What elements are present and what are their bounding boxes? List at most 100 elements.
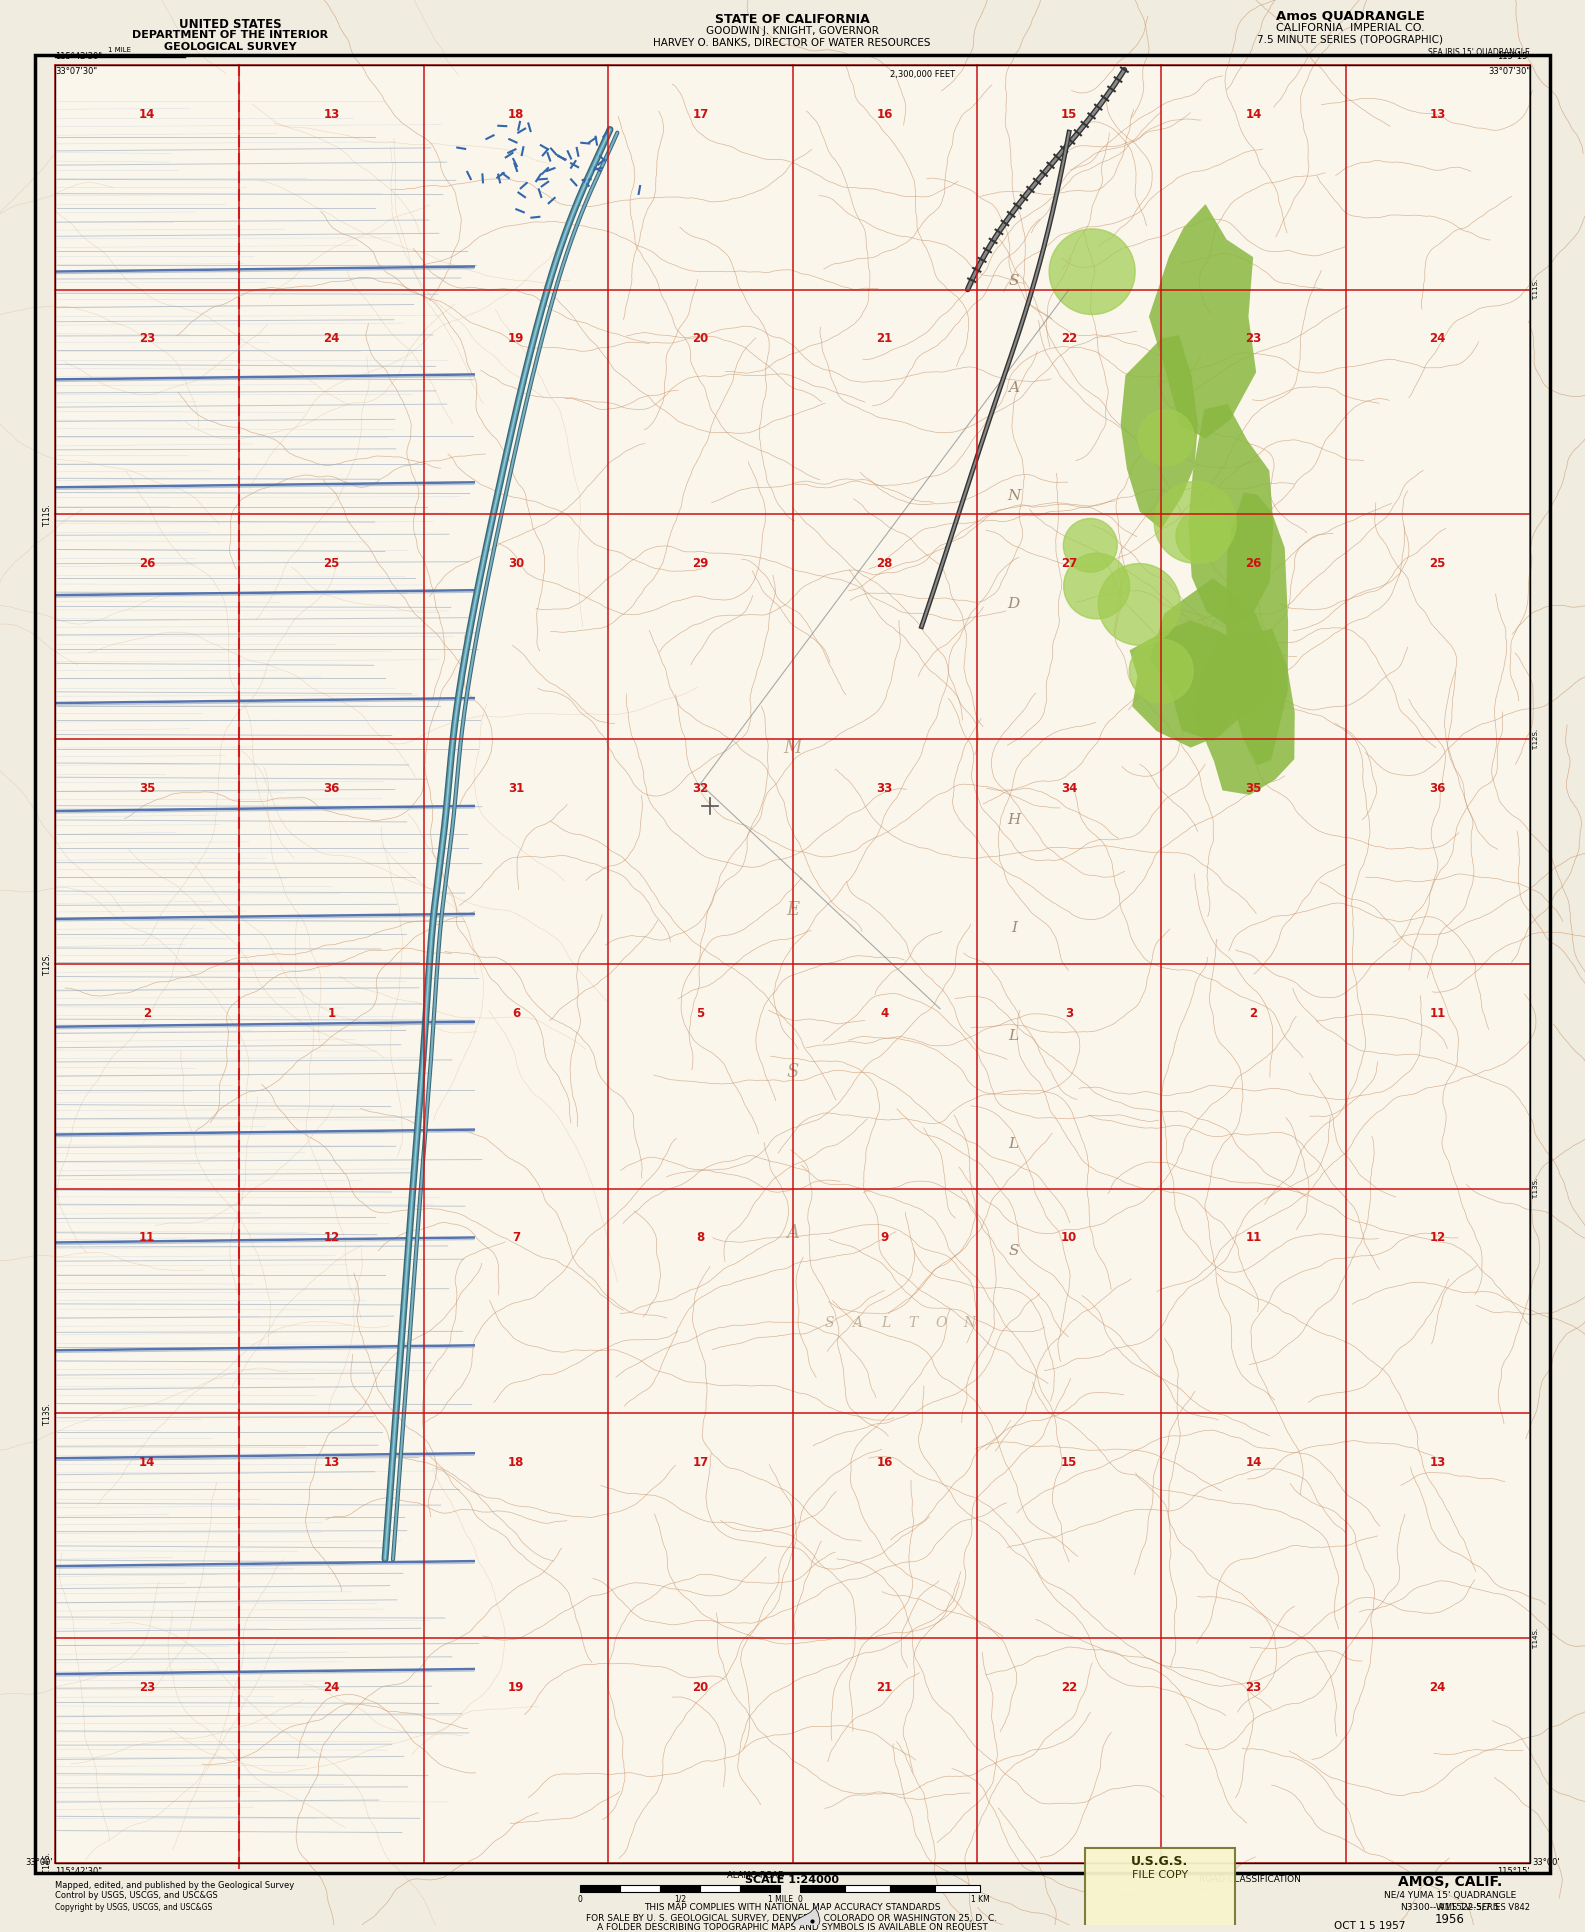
Text: M: M	[783, 740, 802, 757]
Text: AMS 1V--SERIES V842: AMS 1V--SERIES V842	[1439, 1903, 1530, 1911]
Text: 7: 7	[512, 1231, 520, 1244]
Text: N: N	[1006, 489, 1021, 502]
Text: 25: 25	[1430, 556, 1446, 570]
Text: 15: 15	[1060, 1457, 1078, 1468]
Circle shape	[1049, 228, 1135, 315]
Bar	[580, 1886, 620, 1891]
Text: A FOLDER DESCRIBING TOPOGRAPHIC MAPS AND SYMBOLS IS AVAILABLE ON REQUEST: A FOLDER DESCRIBING TOPOGRAPHIC MAPS AND…	[596, 1922, 987, 1932]
Polygon shape	[1130, 620, 1254, 748]
Text: 25: 25	[323, 556, 339, 570]
Text: T.11S.: T.11S.	[43, 502, 52, 526]
Text: 13: 13	[323, 1457, 339, 1468]
Text: 14: 14	[1246, 1457, 1262, 1468]
Text: 16: 16	[877, 1457, 892, 1468]
Text: 33°07'30": 33°07'30"	[1488, 68, 1530, 75]
Text: 1: 1	[328, 1007, 336, 1020]
Bar	[620, 1886, 659, 1891]
Text: 27: 27	[1060, 556, 1078, 570]
Text: DEPARTMENT OF THE INTERIOR: DEPARTMENT OF THE INTERIOR	[132, 29, 328, 41]
Text: Amos QUADRANGLE: Amos QUADRANGLE	[1276, 10, 1425, 23]
Text: 8: 8	[696, 1231, 704, 1244]
Circle shape	[1129, 639, 1194, 703]
Text: 35: 35	[139, 782, 155, 794]
Text: SEA IRIS 15' QUADRANGLE: SEA IRIS 15' QUADRANGLE	[1428, 48, 1530, 56]
Text: T.14S.: T.14S.	[43, 1851, 52, 1874]
Circle shape	[1098, 564, 1181, 645]
Text: N3300--W11522.5/7.5: N3300--W11522.5/7.5	[1401, 1903, 1499, 1911]
Text: H: H	[1006, 813, 1021, 827]
Text: NE/4 YUMA 15' QUADRANGLE: NE/4 YUMA 15' QUADRANGLE	[1384, 1891, 1517, 1899]
Text: Control by USGS, USCGS, and USC&GS: Control by USGS, USCGS, and USC&GS	[55, 1891, 217, 1899]
Text: STATE OF CALIFORNIA: STATE OF CALIFORNIA	[715, 14, 870, 25]
Text: L: L	[1008, 1028, 1019, 1043]
Bar	[1086, 1847, 1235, 1928]
Text: 21: 21	[877, 332, 892, 346]
Bar	[800, 1886, 845, 1891]
Text: I: I	[1011, 922, 1016, 935]
Text: GOODWIN J. KNIGHT, GOVERNOR: GOODWIN J. KNIGHT, GOVERNOR	[705, 25, 878, 37]
Text: 36: 36	[323, 782, 339, 794]
Polygon shape	[1225, 493, 1289, 765]
Text: T.14S.: T.14S.	[1533, 1627, 1539, 1648]
Text: 18: 18	[507, 1457, 525, 1468]
Polygon shape	[1121, 336, 1198, 529]
Text: 24: 24	[323, 1681, 339, 1694]
Text: Mapped, edited, and published by the Geological Survey: Mapped, edited, and published by the Geo…	[55, 1880, 295, 1889]
Text: L: L	[1008, 1136, 1019, 1151]
Text: 0: 0	[797, 1895, 802, 1903]
Text: 2: 2	[1249, 1007, 1257, 1020]
Polygon shape	[1149, 205, 1257, 439]
Text: 18: 18	[507, 108, 525, 120]
Text: 15: 15	[1060, 108, 1078, 120]
Text: 115°42'30": 115°42'30"	[55, 1866, 101, 1876]
Text: S: S	[824, 1316, 834, 1331]
Text: 33°00': 33°00'	[25, 1859, 52, 1868]
Text: 1 MILE: 1 MILE	[108, 46, 132, 52]
Text: 24: 24	[323, 332, 339, 346]
Text: 11: 11	[139, 1231, 155, 1244]
Text: O: O	[935, 1316, 948, 1331]
Text: A: A	[853, 1316, 862, 1331]
Text: 22: 22	[1060, 332, 1078, 346]
Text: 14: 14	[139, 108, 155, 120]
Text: FOR SALE BY U. S. GEOLOGICAL SURVEY, DENVER 2, COLORADO OR WASHINGTON 25, D. C.: FOR SALE BY U. S. GEOLOGICAL SURVEY, DEN…	[586, 1913, 997, 1922]
Text: N: N	[964, 1316, 975, 1331]
Text: 36: 36	[1430, 782, 1446, 794]
Text: 13: 13	[1430, 108, 1446, 120]
Text: 1956: 1956	[1434, 1913, 1465, 1926]
Text: 3: 3	[1065, 1007, 1073, 1020]
Text: 30: 30	[507, 556, 525, 570]
Bar	[935, 1886, 980, 1891]
Text: L: L	[881, 1316, 891, 1331]
Text: 28: 28	[877, 556, 892, 570]
Text: 17: 17	[693, 108, 708, 120]
Text: 10: 10	[1060, 1231, 1078, 1244]
Text: T.13S.: T.13S.	[1533, 1179, 1539, 1200]
Text: 23: 23	[1246, 332, 1262, 346]
Text: 1 MILE: 1 MILE	[767, 1895, 792, 1903]
Text: 26: 26	[139, 556, 155, 570]
Polygon shape	[1194, 628, 1295, 794]
Text: UNITED STATES: UNITED STATES	[179, 17, 281, 31]
Text: THIS MAP COMPLIES WITH NATIONAL MAP ACCURACY STANDARDS: THIS MAP COMPLIES WITH NATIONAL MAP ACCU…	[644, 1903, 940, 1911]
Polygon shape	[1189, 404, 1273, 626]
Text: 12: 12	[323, 1231, 339, 1244]
Circle shape	[1064, 553, 1130, 618]
Text: CALIFORNIA  IMPERIAL CO.: CALIFORNIA IMPERIAL CO.	[1276, 23, 1425, 33]
Text: GEOLOGICAL SURVEY: GEOLOGICAL SURVEY	[163, 43, 296, 52]
Bar	[659, 1886, 701, 1891]
Text: 7.5 MINUTE SERIES (TOPOGRAPHIC): 7.5 MINUTE SERIES (TOPOGRAPHIC)	[1257, 35, 1442, 44]
Text: 17: 17	[693, 1457, 708, 1468]
Text: 20: 20	[693, 332, 708, 346]
Text: 6: 6	[512, 1007, 520, 1020]
Text: T.11S.: T.11S.	[1533, 278, 1539, 299]
Text: 14: 14	[1246, 108, 1262, 120]
Text: 24: 24	[1430, 1681, 1446, 1694]
Text: T.12S.: T.12S.	[43, 952, 52, 976]
Text: HARVEY O. BANKS, DIRECTOR OF WATER RESOURCES: HARVEY O. BANKS, DIRECTOR OF WATER RESOU…	[653, 39, 930, 48]
Circle shape	[1064, 518, 1117, 572]
Text: 0: 0	[577, 1895, 582, 1903]
Text: T.12S.: T.12S.	[1533, 728, 1539, 750]
Text: 22: 22	[1060, 1681, 1078, 1694]
Text: 2,300,000 FEET: 2,300,000 FEET	[889, 70, 954, 79]
